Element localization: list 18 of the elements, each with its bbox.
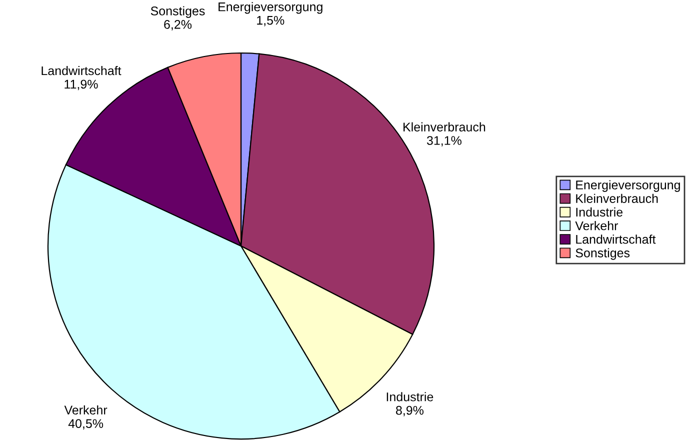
slice-label: Landwirtschaft [42, 66, 122, 76]
legend-label: Industrie [576, 207, 623, 217]
slice-label: Industrie [386, 392, 434, 402]
data-label: 40,5% [68, 419, 104, 430]
slice-label: Verkehr [64, 405, 108, 415]
data-label: 11,9% [64, 80, 98, 90]
data-label: 31,1% [426, 136, 462, 146]
slice-label: Sonstiges [150, 6, 205, 18]
data-label: 8,9% [396, 406, 424, 416]
data-label: 6,2% [164, 20, 192, 30]
data-label: 1,5% [257, 16, 284, 26]
legend-label: Sonstiges [576, 248, 630, 260]
legend-label: Kleinverbrauch [576, 194, 658, 203]
legend-label: Energieversorgung [576, 180, 680, 192]
legend-label: Verkehr [575, 221, 618, 230]
slice-label: Kleinverbrauch [404, 122, 486, 132]
legend-label: Landwirtschaft [576, 234, 656, 244]
slice-label: Energieversorgung [218, 2, 322, 14]
